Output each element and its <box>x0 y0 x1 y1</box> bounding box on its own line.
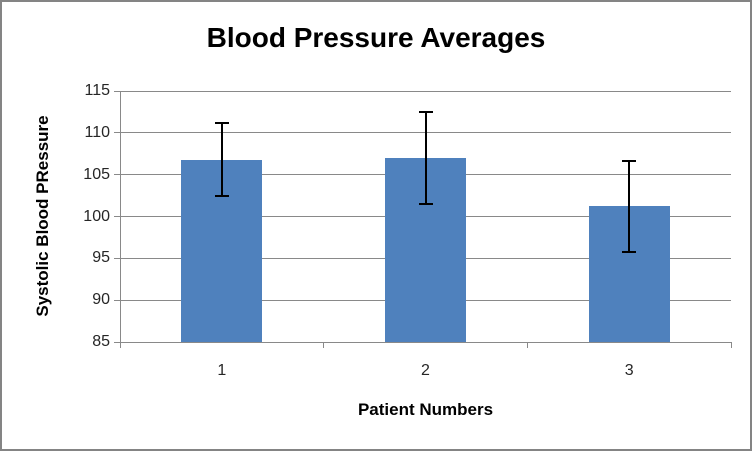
gridline <box>120 90 731 92</box>
x-tick <box>119 342 121 348</box>
chart-title: Blood Pressure Averages <box>206 22 546 53</box>
error-bar-line <box>424 111 427 204</box>
error-bar-line <box>220 122 223 196</box>
x-tick <box>730 342 732 348</box>
error-bar-cap <box>622 251 637 254</box>
y-tick-label: 105 <box>83 165 110 183</box>
y-tick <box>114 132 120 134</box>
x-axis-title: Patient Numbers <box>357 400 494 419</box>
error-bar-cap <box>418 202 433 205</box>
error-bar-line <box>628 161 631 253</box>
y-tick <box>114 216 120 217</box>
y-tick-label: 85 <box>92 333 110 350</box>
x-category-label: 1 <box>217 362 227 379</box>
error-bar-cap <box>214 194 229 197</box>
x-tick <box>323 342 325 348</box>
y-axis-line <box>120 91 121 348</box>
y-tick <box>114 257 120 259</box>
y-tick <box>114 341 120 343</box>
y-tick <box>114 90 120 92</box>
error-bar-cap <box>214 121 229 124</box>
y-tick-label: 90 <box>92 291 110 309</box>
y-tick <box>114 174 120 176</box>
y-tick-label: 95 <box>92 249 110 267</box>
gridline <box>120 341 731 343</box>
y-tick-label: 110 <box>84 123 110 141</box>
error-bar-cap <box>418 110 433 113</box>
y-tick-label: 115 <box>84 82 110 99</box>
y-tick-label: 100 <box>83 207 110 225</box>
x-category-label: 3 <box>624 362 634 379</box>
x-tick <box>526 342 528 348</box>
error-bar-cap <box>622 160 637 163</box>
y-axis-title: Systolic Blood PRessure <box>33 115 52 317</box>
x-category-label: 2 <box>421 362 430 379</box>
y-tick <box>114 299 120 301</box>
